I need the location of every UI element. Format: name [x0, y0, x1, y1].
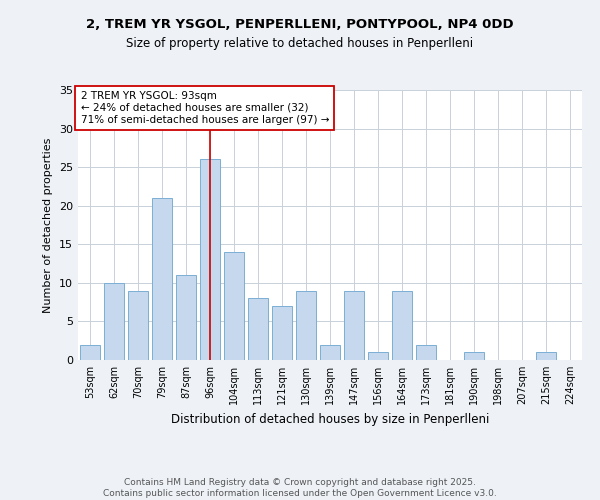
Text: 2, TREM YR YSGOL, PENPERLLENI, PONTYPOOL, NP4 0DD: 2, TREM YR YSGOL, PENPERLLENI, PONTYPOOL… [86, 18, 514, 30]
Bar [128, 290, 148, 360]
Bar [392, 290, 412, 360]
Bar [104, 283, 124, 360]
Y-axis label: Number of detached properties: Number of detached properties [43, 138, 53, 312]
Bar [176, 275, 196, 360]
Bar [80, 344, 100, 360]
Text: 2 TREM YR YSGOL: 93sqm
← 24% of detached houses are smaller (32)
71% of semi-det: 2 TREM YR YSGOL: 93sqm ← 24% of detached… [80, 92, 329, 124]
Bar [536, 352, 556, 360]
Bar [416, 344, 436, 360]
Bar [200, 160, 220, 360]
Bar [368, 352, 388, 360]
Bar [248, 298, 268, 360]
Bar [272, 306, 292, 360]
Bar [320, 344, 340, 360]
Bar [344, 290, 364, 360]
Text: Contains HM Land Registry data © Crown copyright and database right 2025.
Contai: Contains HM Land Registry data © Crown c… [103, 478, 497, 498]
Bar [152, 198, 172, 360]
Bar [224, 252, 244, 360]
Bar [464, 352, 484, 360]
Text: Size of property relative to detached houses in Penperlleni: Size of property relative to detached ho… [127, 38, 473, 51]
X-axis label: Distribution of detached houses by size in Penperlleni: Distribution of detached houses by size … [171, 412, 489, 426]
Bar [296, 290, 316, 360]
